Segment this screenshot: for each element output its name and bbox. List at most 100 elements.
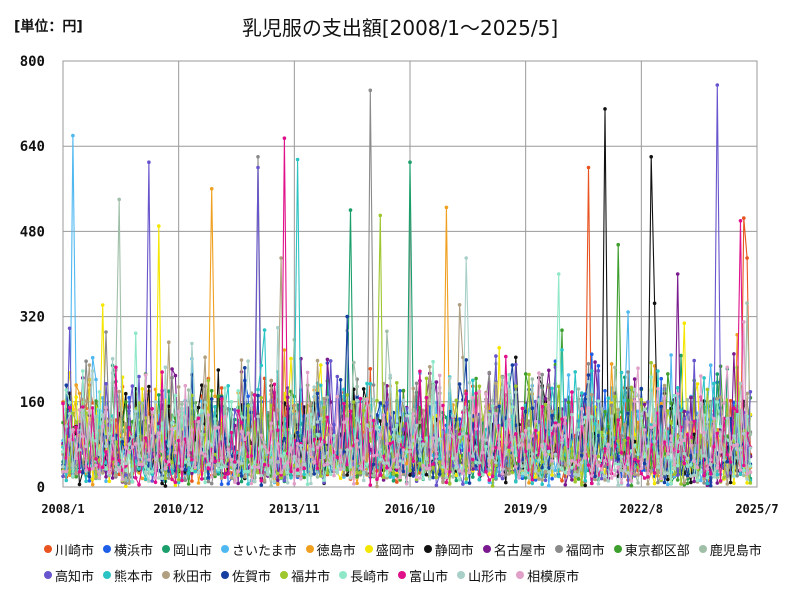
data-point bbox=[533, 419, 538, 424]
data-point bbox=[428, 365, 432, 369]
legend-marker bbox=[516, 571, 525, 579]
data-point bbox=[319, 363, 323, 367]
data-point bbox=[563, 483, 568, 487]
data-point bbox=[523, 476, 528, 480]
data-point bbox=[659, 404, 663, 409]
data-point bbox=[616, 465, 620, 469]
data-point bbox=[642, 454, 647, 459]
data-point bbox=[124, 481, 128, 486]
data-point bbox=[748, 470, 753, 474]
data-point bbox=[689, 443, 693, 448]
data-point bbox=[497, 473, 502, 478]
data-point bbox=[666, 452, 670, 456]
data-point bbox=[715, 431, 720, 436]
data-point bbox=[322, 478, 326, 482]
data-point bbox=[216, 394, 221, 399]
data-point bbox=[418, 420, 422, 425]
data-point bbox=[150, 479, 154, 483]
data-point bbox=[213, 417, 217, 421]
data-point bbox=[490, 404, 495, 408]
data-point bbox=[560, 328, 564, 333]
data-point bbox=[143, 454, 148, 459]
data-point bbox=[659, 376, 663, 381]
data-point bbox=[133, 433, 138, 438]
data-point bbox=[100, 424, 105, 429]
data-point bbox=[566, 400, 571, 405]
data-point bbox=[692, 419, 696, 424]
data-point bbox=[735, 455, 739, 460]
data-point bbox=[358, 396, 363, 401]
data-point bbox=[348, 446, 353, 451]
data-point bbox=[656, 386, 660, 391]
data-point bbox=[732, 443, 736, 448]
data-point bbox=[533, 475, 538, 479]
data-point bbox=[276, 428, 280, 433]
data-point bbox=[593, 360, 597, 364]
data-point bbox=[656, 470, 660, 475]
data-point bbox=[381, 413, 386, 417]
data-point bbox=[692, 432, 696, 437]
data-point bbox=[117, 389, 121, 394]
data-point bbox=[603, 474, 607, 479]
data-point bbox=[603, 409, 607, 414]
legend-label: 山形市 bbox=[468, 569, 508, 585]
data-point bbox=[464, 434, 469, 439]
data-point bbox=[685, 397, 690, 402]
data-point bbox=[547, 449, 551, 454]
data-point bbox=[239, 461, 244, 466]
data-point bbox=[74, 395, 78, 399]
data-point bbox=[64, 469, 69, 474]
data-point bbox=[249, 481, 254, 486]
legend: 川崎市 横浜市 岡山市 さいたま市 徳島市 盛岡市 静岡市 名古屋市 福岡市 東京都区部 鹿児島市高… bbox=[44, 536, 784, 588]
legend-marker bbox=[162, 545, 171, 553]
data-point bbox=[239, 429, 244, 434]
data-point bbox=[213, 459, 217, 464]
data-point bbox=[593, 454, 597, 458]
data-point bbox=[84, 411, 88, 415]
data-point bbox=[656, 369, 660, 373]
data-point bbox=[540, 465, 544, 470]
data-point bbox=[560, 348, 564, 352]
data-point bbox=[596, 369, 601, 373]
data-point bbox=[616, 457, 620, 461]
data-point bbox=[477, 389, 482, 394]
data-point bbox=[702, 477, 706, 481]
data-point bbox=[325, 395, 330, 400]
data-point bbox=[355, 398, 359, 403]
data-point bbox=[722, 475, 726, 480]
data-point bbox=[679, 482, 683, 486]
data-point bbox=[447, 425, 452, 430]
data-point bbox=[540, 460, 544, 464]
data-point bbox=[454, 473, 459, 478]
data-point bbox=[74, 425, 78, 430]
data-point bbox=[642, 402, 647, 407]
data-point bbox=[573, 479, 577, 484]
data-point bbox=[497, 346, 502, 350]
data-point bbox=[67, 437, 72, 442]
data-point bbox=[639, 471, 644, 476]
data-point bbox=[266, 450, 270, 455]
data-point bbox=[437, 437, 442, 441]
data-point bbox=[259, 396, 264, 400]
data-point bbox=[81, 408, 85, 413]
data-point bbox=[173, 393, 178, 398]
data-point bbox=[395, 423, 399, 428]
data-point bbox=[682, 321, 687, 326]
data-point bbox=[226, 384, 230, 388]
data-point bbox=[361, 397, 366, 401]
data-point bbox=[728, 471, 733, 475]
data-point bbox=[127, 395, 131, 400]
data-point bbox=[193, 469, 197, 474]
data-point bbox=[699, 470, 703, 474]
data-point bbox=[97, 390, 102, 394]
data-point bbox=[418, 405, 422, 410]
legend-marker bbox=[162, 571, 171, 579]
data-point bbox=[183, 468, 188, 472]
data-point bbox=[173, 480, 178, 485]
data-point bbox=[160, 370, 164, 374]
data-point bbox=[596, 426, 601, 431]
data-point bbox=[140, 462, 145, 467]
data-point bbox=[444, 469, 449, 474]
data-point bbox=[672, 472, 677, 477]
data-point bbox=[632, 472, 637, 477]
